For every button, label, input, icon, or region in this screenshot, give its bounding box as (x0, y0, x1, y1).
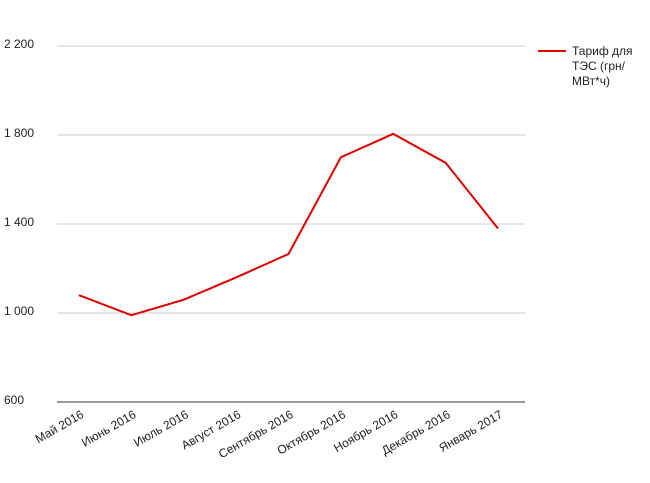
y-tick-label: 1 000 (4, 304, 34, 318)
data-line (78, 132, 499, 317)
legend-label: Тариф для ТЭС (грн/МВт*ч) (572, 44, 633, 88)
y-tick-label: 2 200 (4, 37, 34, 51)
y-tick-label: 1 400 (4, 215, 34, 229)
x-tick-label: Май 2016 (33, 407, 87, 446)
y-tick-label: 600 (4, 393, 24, 407)
y-tick-label: 1 800 (4, 126, 34, 140)
legend-swatch (538, 50, 566, 52)
x-tick-label: Июнь 2016 (79, 407, 139, 450)
legend: Тариф для ТЭС (грн/МВт*ч) (538, 44, 650, 89)
